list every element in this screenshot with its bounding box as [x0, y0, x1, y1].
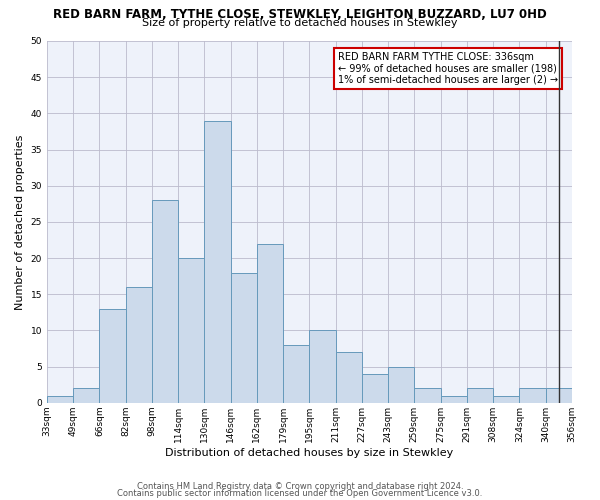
Y-axis label: Number of detached properties: Number of detached properties [15, 134, 25, 310]
Bar [520, 388, 545, 403]
Bar [257, 244, 283, 403]
Bar [47, 396, 73, 403]
Bar [467, 388, 493, 403]
Bar [205, 120, 230, 403]
Text: Contains public sector information licensed under the Open Government Licence v3: Contains public sector information licen… [118, 489, 482, 498]
Text: RED BARN FARM TYTHE CLOSE: 336sqm
← 99% of detached houses are smaller (198)
1% : RED BARN FARM TYTHE CLOSE: 336sqm ← 99% … [338, 52, 559, 85]
Bar [283, 345, 310, 403]
Text: Contains HM Land Registry data © Crown copyright and database right 2024.: Contains HM Land Registry data © Crown c… [137, 482, 463, 491]
Bar [388, 366, 415, 403]
Bar [125, 287, 152, 403]
Bar [440, 396, 467, 403]
Bar [493, 396, 520, 403]
Bar [335, 352, 362, 403]
Text: Size of property relative to detached houses in Stewkley: Size of property relative to detached ho… [142, 18, 458, 28]
Bar [310, 330, 335, 403]
Bar [362, 374, 388, 403]
Bar [545, 388, 572, 403]
Bar [100, 308, 125, 403]
Text: RED BARN FARM, TYTHE CLOSE, STEWKLEY, LEIGHTON BUZZARD, LU7 0HD: RED BARN FARM, TYTHE CLOSE, STEWKLEY, LE… [53, 8, 547, 20]
Bar [415, 388, 440, 403]
Bar [230, 272, 257, 403]
Bar [73, 388, 100, 403]
X-axis label: Distribution of detached houses by size in Stewkley: Distribution of detached houses by size … [165, 448, 454, 458]
Bar [152, 200, 178, 403]
Bar [178, 258, 205, 403]
